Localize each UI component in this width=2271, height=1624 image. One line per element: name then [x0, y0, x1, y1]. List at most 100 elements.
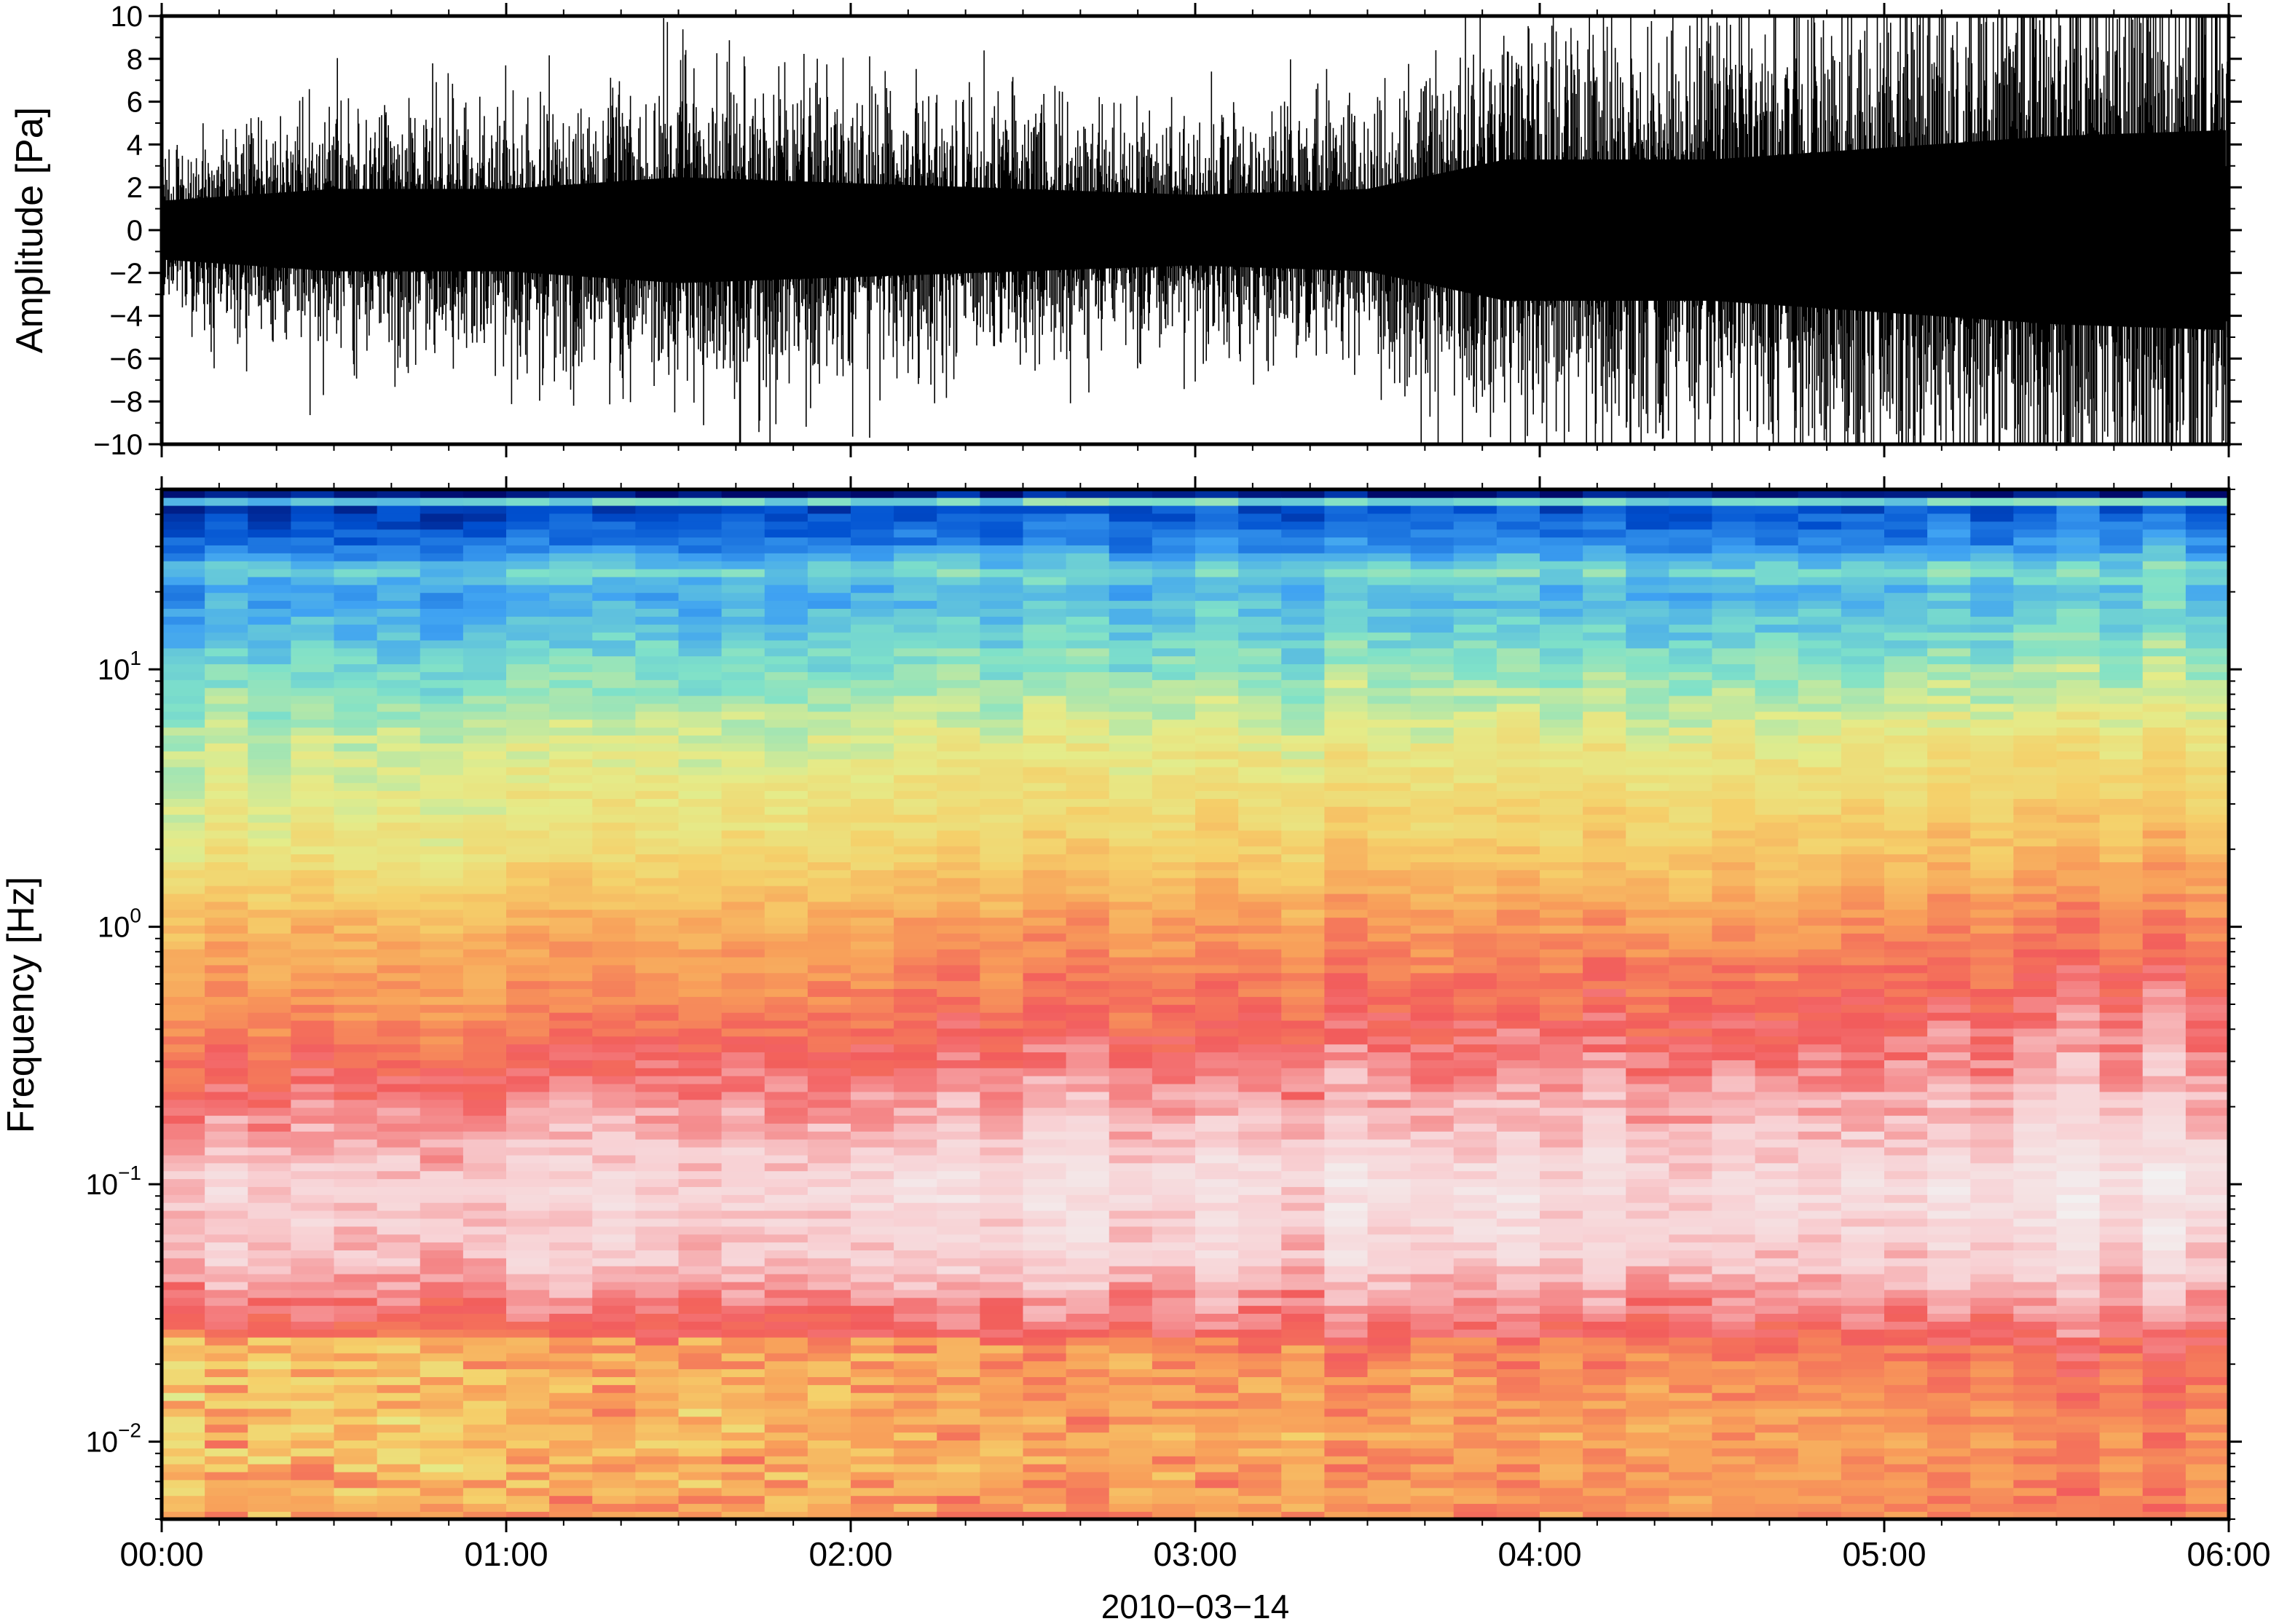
spectrogram-cell	[1066, 663, 1110, 672]
spectrogram-cell	[1712, 1479, 1756, 1489]
spectrogram-cell	[377, 885, 421, 894]
spectrogram-cell	[1152, 996, 1196, 1005]
spectrogram-cell	[1669, 854, 1713, 863]
spectrogram-cell	[1669, 743, 1713, 752]
spectrogram-cell	[162, 631, 205, 641]
spectrogram-cell	[635, 584, 680, 594]
spectrogram-cell	[1626, 996, 1670, 1005]
spectrogram-cell	[248, 1258, 292, 1266]
spectrogram-cell	[1496, 537, 1540, 545]
spectrogram-cell	[291, 537, 335, 545]
spectrogram-cell	[764, 774, 808, 784]
spectrogram-cell	[248, 735, 292, 744]
spectrogram-cell	[851, 727, 894, 736]
spectrogram-cell	[1023, 1146, 1067, 1156]
spectrogram-cell	[980, 537, 1024, 545]
spectrogram-cell	[980, 1289, 1024, 1298]
spectrogram-cell	[1152, 727, 1196, 736]
spectrogram-cell	[851, 1012, 894, 1021]
spectrogram-cell	[205, 1432, 249, 1441]
spectrogram-cell	[1324, 592, 1369, 602]
spectrogram-cell	[334, 719, 378, 728]
spectrogram-cell	[1496, 774, 1540, 784]
spectrogram-cell	[1496, 1495, 1540, 1505]
spectrogram-cell	[1195, 980, 1239, 990]
spectrogram-cell	[1238, 1226, 1283, 1235]
spectrogram-cell	[248, 1154, 292, 1164]
spectrogram-cell	[205, 1297, 249, 1306]
spectrogram-cell	[1281, 1052, 1326, 1060]
spectrogram-cell	[678, 1376, 723, 1385]
spectrogram-cell	[1583, 1432, 1627, 1441]
spectrogram-cell	[1238, 1075, 1283, 1084]
spectrogram-cell	[1195, 1194, 1239, 1203]
spectrogram-cell	[851, 1226, 894, 1235]
spectrogram-cell	[420, 829, 464, 839]
spectrogram-cell	[162, 1036, 205, 1045]
spectrogram-cell	[1453, 568, 1497, 578]
spectrogram-cell	[162, 972, 205, 982]
spectrogram-cell	[1540, 1305, 1583, 1314]
spectrogram-cell	[937, 1471, 981, 1481]
spectrogram-cell	[1540, 489, 1583, 498]
spectrogram-cell	[678, 584, 723, 594]
spectrogram-cell	[1066, 1044, 1110, 1053]
spectrogram-cell	[248, 1416, 292, 1425]
spectrogram-cell	[1281, 1321, 1326, 1330]
spectrogram-cell	[1755, 1463, 1799, 1473]
spectrogram-cell	[420, 703, 464, 712]
spectrogram-cell	[1066, 1075, 1110, 1084]
spectrogram-cell	[1626, 917, 1670, 926]
spectrogram-cell	[1540, 870, 1583, 878]
spectrogram-cell	[721, 1226, 765, 1235]
spectrogram-cell	[420, 497, 464, 506]
spectrogram-cell	[1453, 806, 1497, 815]
spectrogram-cell	[291, 1448, 335, 1457]
spectrogram-cell	[1066, 1202, 1110, 1211]
spectrogram-cell	[1367, 1321, 1412, 1330]
spectrogram-cell	[1540, 933, 1583, 942]
spectrogram-cell	[1023, 1194, 1067, 1203]
spectrogram-cell	[1238, 956, 1283, 966]
spectrogram-cell	[937, 1115, 981, 1124]
spectrogram-cell	[678, 655, 723, 665]
spectrogram-cell	[463, 655, 507, 665]
spectrogram-cell	[248, 521, 292, 530]
spectrogram-cell	[205, 1400, 249, 1409]
spectrogram-cell	[248, 862, 292, 870]
spectrogram-cell	[1152, 1376, 1196, 1385]
spectrogram-cell	[1066, 766, 1110, 776]
spectrogram-cell	[1023, 1511, 1067, 1519]
spectrogram-cell	[592, 1178, 637, 1187]
spectrogram-cell	[937, 1273, 981, 1282]
spectrogram-cell	[1195, 1297, 1239, 1306]
spectrogram-cell	[248, 600, 292, 609]
spectrogram-cell	[248, 1281, 292, 1290]
spectrogram-cell	[1583, 1154, 1627, 1164]
spectrogram-cell	[937, 980, 981, 990]
spectrogram-cell	[1367, 933, 1412, 942]
spectrogram-cell	[1669, 1487, 1713, 1497]
spectrogram-cell	[377, 790, 421, 799]
spectrogram-cell	[678, 1297, 723, 1306]
spectrogram-cell	[420, 1242, 464, 1250]
spectrogram-cell	[937, 1440, 981, 1448]
spectrogram-cell	[420, 1020, 464, 1029]
spectrogram-cell	[463, 758, 507, 768]
spectrogram-cell	[807, 996, 851, 1005]
spectrogram-cell	[937, 663, 981, 672]
spectrogram-cell	[1496, 1234, 1540, 1243]
spectrogram-cell	[1755, 1131, 1799, 1140]
spectrogram-cell	[1626, 1416, 1670, 1425]
spectrogram-cell	[678, 790, 723, 799]
spectrogram-cell	[678, 1044, 723, 1053]
spectrogram-cell	[1453, 727, 1497, 736]
spectrogram-cell	[1152, 647, 1196, 657]
spectrogram-cell	[1152, 1408, 1196, 1417]
spectrogram-cell	[463, 671, 507, 680]
spectrogram-cell	[1712, 584, 1756, 594]
spectrogram-cell	[377, 1336, 421, 1346]
spectrogram-cell	[721, 631, 765, 641]
spectrogram-cell	[1410, 1344, 1455, 1354]
spectrogram-cell	[1367, 972, 1412, 982]
